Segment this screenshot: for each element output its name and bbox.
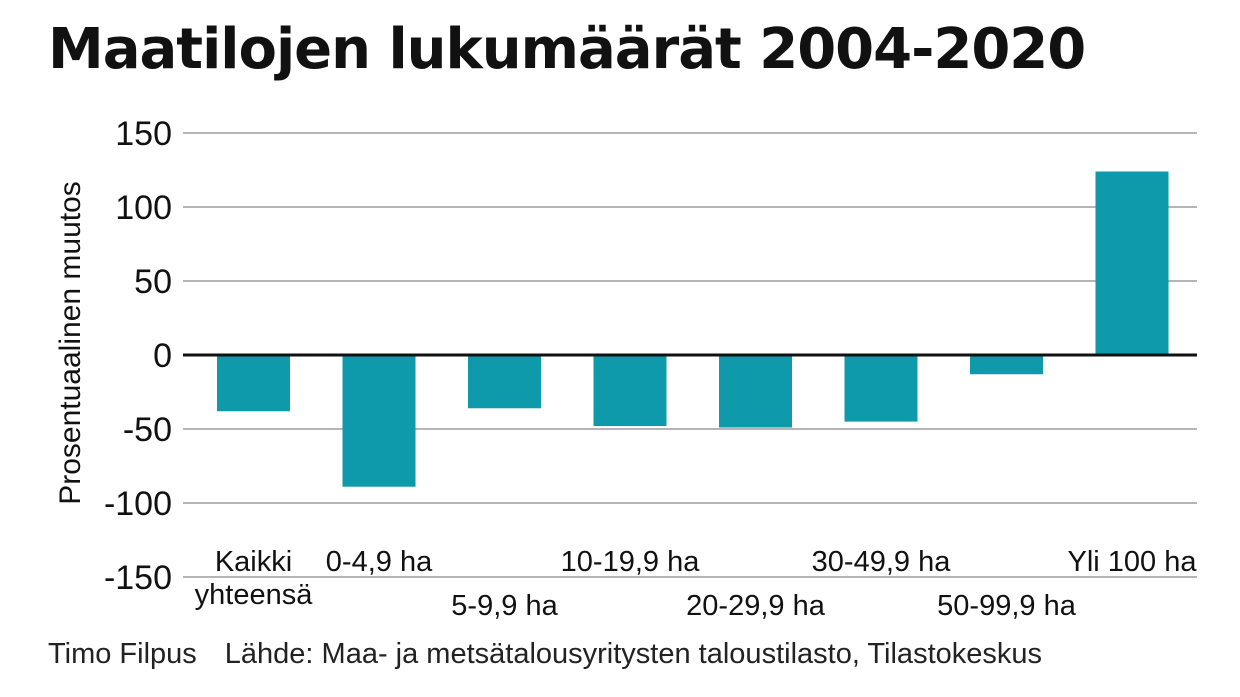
x-tick-label: yhteensä (195, 579, 314, 611)
bar (844, 355, 918, 422)
footer: Timo Filpus Lähde: Maa- ja metsätalousyri… (48, 638, 1042, 671)
bar (468, 355, 541, 409)
bar (593, 355, 667, 427)
x-tick-label: 30-49,9 ha (812, 546, 952, 578)
bar (719, 355, 792, 428)
x-tick-label: 0-4,9 ha (326, 546, 433, 578)
source-note: Lähde: Maa- ja metsätalousyritysten talo… (224, 638, 1043, 670)
x-tick-label: 50-99,9 ha (937, 590, 1077, 622)
y-tick-label: 0 (153, 337, 172, 375)
bar (970, 355, 1043, 375)
y-tick-label: -50 (123, 411, 172, 449)
x-tick-label: Yli 100 ha (1068, 546, 1198, 578)
x-tick-label: 5-9,9 ha (451, 590, 558, 622)
y-tick-labels: 150 100 50 0 -50 -100 -150 (104, 115, 172, 597)
author-credit: Timo Filpus (48, 638, 197, 670)
bar (1095, 171, 1169, 355)
x-tick-label: 20-29,9 ha (686, 590, 826, 622)
bar (217, 355, 290, 412)
y-tick-label: -100 (104, 485, 172, 523)
y-tick-label: 100 (115, 189, 172, 227)
y-tick-label: 150 (115, 115, 172, 153)
bars (217, 171, 1169, 487)
bar (342, 355, 416, 487)
x-tick-label: 10-19,9 ha (561, 546, 701, 578)
x-tick-label: Kaikki (215, 546, 292, 578)
y-tick-label: -150 (104, 559, 172, 597)
y-tick-label: 50 (134, 263, 172, 301)
y-axis-label: Prosentuaalinen muutos (54, 181, 87, 505)
chart-title: Maatilojen lukumäärät 2004-2020 (48, 17, 1086, 82)
